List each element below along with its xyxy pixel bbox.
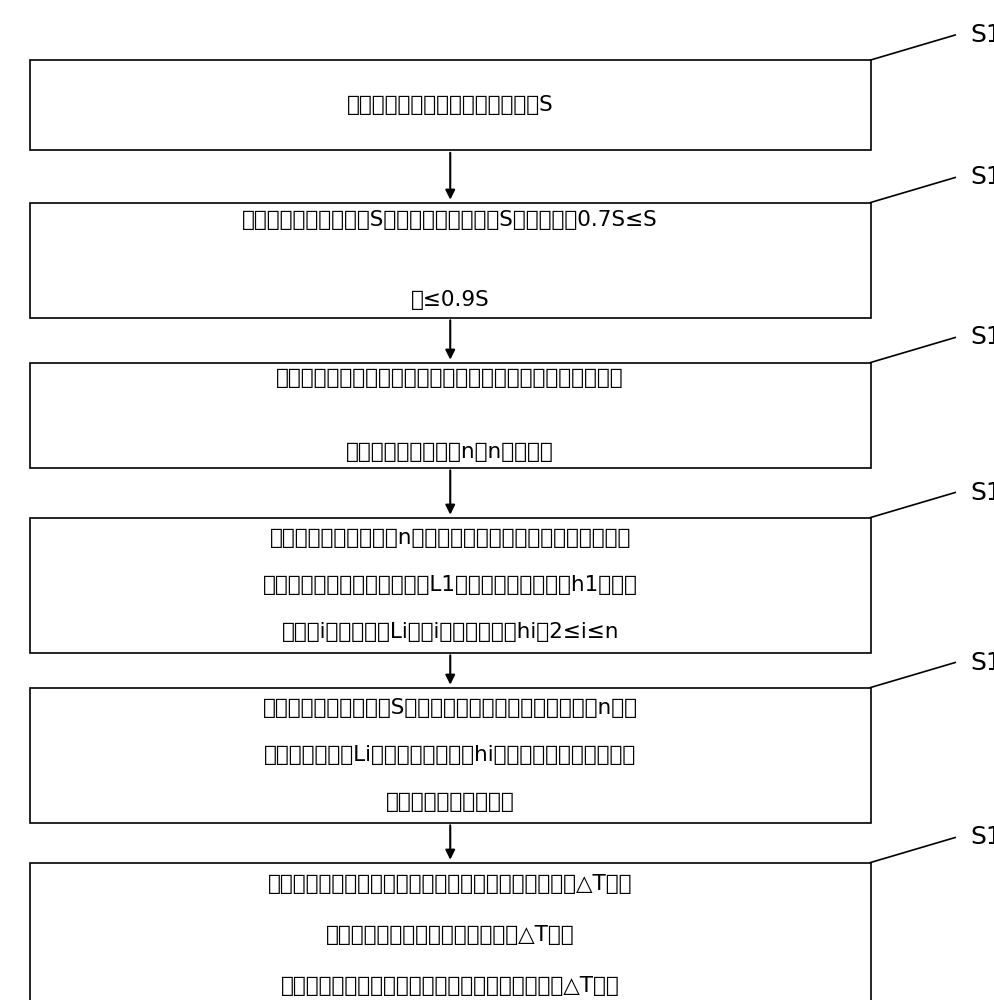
Text: S101: S101	[969, 23, 994, 47]
Bar	[30, 202, 870, 318]
Bar	[30, 362, 870, 468]
Text: 分≤0.9S: 分≤0.9S	[411, 290, 489, 310]
Text: 始由上至下的第一填塞段长度L1、第一层装药段长度h1以及其: 始由上至下的第一填塞段长度L1、第一层装药段长度h1以及其	[262, 575, 637, 595]
Text: 根据所述分段装药段数n，确定所述分段装药爆破由邻近地表开: 根据所述分段装药段数n，确定所述分段装药爆破由邻近地表开	[269, 528, 630, 548]
Text: 每段填塞段长度Li和每层装药段长度hi，布置孔网的炮孔装药量: 每段填塞段长度Li和每层装药段长度hi，布置孔网的炮孔装药量	[263, 745, 636, 765]
Text: 根据所述计算网孔面积S，确定实际孔网面积S分的范围：0.7S≤S: 根据所述计算网孔面积S，确定实际孔网面积S分的范围：0.7S≤S	[243, 210, 657, 230]
Bar	[30, 688, 870, 822]
Text: 和填塞固体填塞料的量: 和填塞固体填塞料的量	[386, 792, 514, 812]
Bar	[30, 518, 870, 652]
Text: 基于单孔装药量和炮孔的最大单段装药量，确定所述分段装药: 基于单孔装药量和炮孔的最大单段装药量，确定所述分段装药	[276, 368, 623, 388]
Text: 设置所述同一炮孔分段间垂直向微差间隔起爆时间△T垂直: 设置所述同一炮孔分段间垂直向微差间隔起爆时间△T垂直	[280, 976, 619, 996]
Text: S104: S104	[969, 481, 994, 505]
Text: S103: S103	[969, 326, 994, 350]
Bar	[30, 60, 870, 150]
Text: S102: S102	[969, 165, 994, 190]
Bar	[30, 862, 870, 1000]
Text: 按照所述实际孔网面积S分、分段装药爆破的分段装药段数n以及: 按照所述实际孔网面积S分、分段装药爆破的分段装药段数n以及	[262, 698, 637, 718]
Text: 下的第i填塞段长度Li和第i层装药段长度hi，2≤i≤n: 下的第i填塞段长度Li和第i层装药段长度hi，2≤i≤n	[281, 622, 618, 642]
Text: S105: S105	[969, 650, 994, 674]
Text: 设置水平向孔间微差间隔起爆时间△T孔间: 设置水平向孔间微差间隔起爆时间△T孔间	[326, 925, 574, 945]
Text: 设置相邻炮孔同一水平分段水平排间微差间隔起爆时间△T水平: 设置相邻炮孔同一水平分段水平排间微差间隔起爆时间△T水平	[267, 874, 632, 894]
Text: 获得分段装药爆破的计算孔网面积S: 获得分段装药爆破的计算孔网面积S	[347, 95, 553, 115]
Text: 爆破的分段装药段数n，n为正整数: 爆破的分段装药段数n，n为正整数	[346, 442, 554, 462]
Text: S106: S106	[969, 826, 994, 850]
